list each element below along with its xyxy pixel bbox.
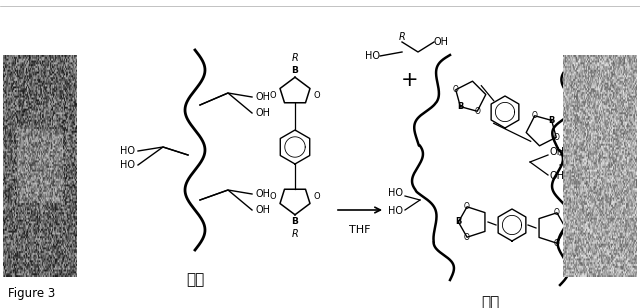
Text: B: B xyxy=(455,217,461,226)
Text: B: B xyxy=(563,224,569,233)
Text: O: O xyxy=(314,192,321,201)
Text: R: R xyxy=(399,32,405,42)
Text: ゲル: ゲル xyxy=(481,295,499,308)
Text: O: O xyxy=(314,91,321,100)
Text: HO: HO xyxy=(579,154,594,164)
Text: O: O xyxy=(554,208,560,217)
Text: OH: OH xyxy=(549,147,564,157)
Text: 溶液: 溶液 xyxy=(186,272,204,287)
Text: B: B xyxy=(548,116,555,125)
Text: B: B xyxy=(457,102,463,111)
Text: O: O xyxy=(453,85,459,94)
Text: THF: THF xyxy=(349,225,371,235)
Text: O: O xyxy=(554,239,560,248)
Text: R: R xyxy=(292,53,298,63)
Text: HO: HO xyxy=(576,142,591,152)
Text: O: O xyxy=(269,192,276,201)
Text: O: O xyxy=(554,133,559,142)
Text: HO: HO xyxy=(388,188,403,198)
Text: O: O xyxy=(464,202,470,211)
Text: Figure 3: Figure 3 xyxy=(8,287,55,300)
Text: HO: HO xyxy=(388,206,403,216)
Text: OH: OH xyxy=(255,108,270,118)
Text: HO: HO xyxy=(120,160,135,170)
Text: O: O xyxy=(532,111,538,120)
Text: OH: OH xyxy=(255,205,270,215)
Text: OH: OH xyxy=(255,92,270,102)
Text: OH: OH xyxy=(549,171,564,181)
Text: HO: HO xyxy=(365,51,380,61)
Text: R: R xyxy=(292,229,298,239)
Text: HO: HO xyxy=(120,146,135,156)
Text: O: O xyxy=(474,107,480,116)
Text: O: O xyxy=(269,91,276,100)
Text: OH: OH xyxy=(434,37,449,47)
Text: +: + xyxy=(401,70,419,90)
Text: OH: OH xyxy=(255,189,270,199)
Text: B: B xyxy=(292,217,298,226)
Text: O: O xyxy=(464,233,470,242)
Text: B: B xyxy=(292,66,298,75)
